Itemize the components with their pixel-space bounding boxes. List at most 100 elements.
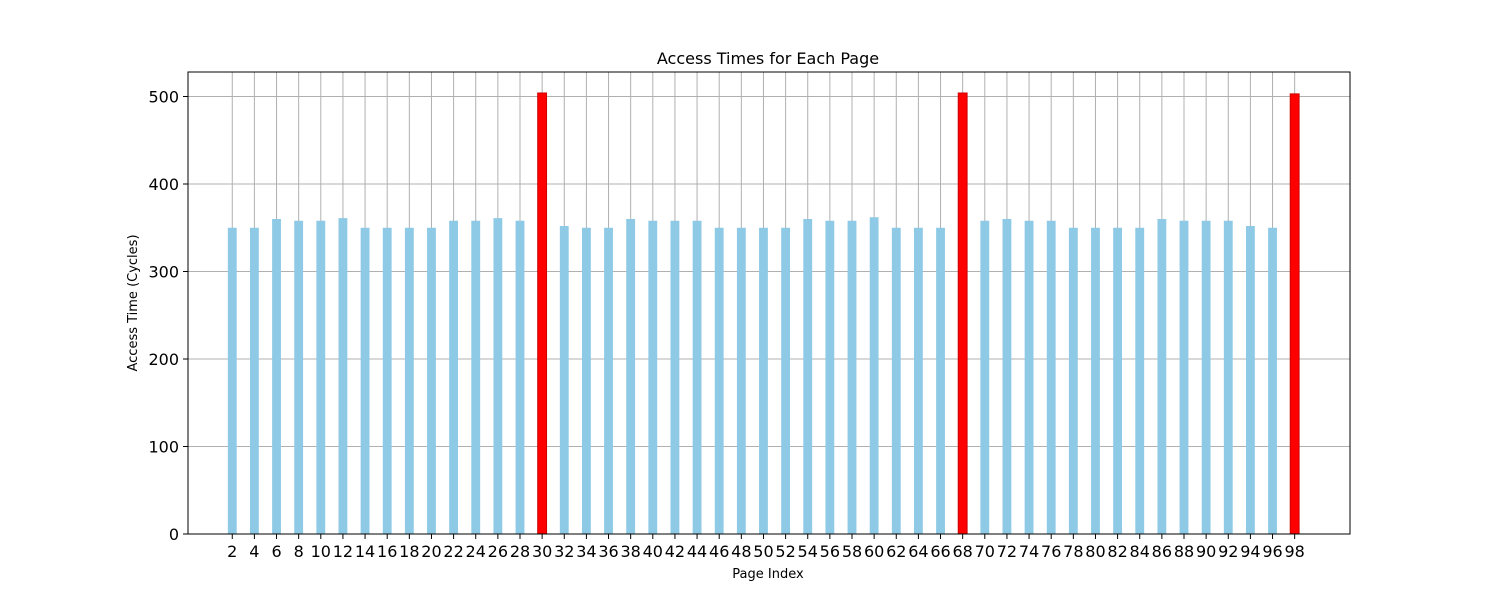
bar	[316, 220, 326, 534]
bar	[338, 218, 348, 534]
x-tick-label: 74	[1019, 542, 1039, 561]
bar-highlighted	[537, 92, 548, 535]
x-tick-label: 26	[488, 542, 508, 561]
x-tick-label: 38	[620, 542, 640, 561]
x-tick-label: 64	[908, 542, 928, 561]
plot-frame	[187, 71, 1351, 535]
bar	[249, 227, 259, 534]
x-tick-label: 2	[227, 542, 237, 561]
x-tick-label: 68	[952, 542, 972, 561]
x-tick-label: 28	[510, 542, 530, 561]
bar	[404, 227, 414, 534]
x-tick-label: 88	[1174, 542, 1194, 561]
y-axis-ticks: 0 100 200 300 400 500	[148, 88, 188, 544]
bar	[714, 227, 724, 534]
bar	[980, 220, 990, 534]
bar	[1113, 227, 1123, 534]
x-tick-label: 30	[532, 542, 552, 561]
bar	[1135, 227, 1145, 534]
x-tick-label: 80	[1085, 542, 1105, 561]
bar	[913, 227, 923, 534]
x-tick-label: 92	[1218, 542, 1238, 561]
bar	[1091, 227, 1100, 534]
x-tick-label: 66	[930, 542, 950, 561]
x-tick-label: 36	[598, 542, 618, 561]
x-tick-label: 10	[311, 542, 331, 561]
x-tick-label: 32	[554, 542, 574, 561]
x-tick-label: 44	[687, 542, 707, 561]
bar	[427, 227, 436, 534]
bar	[1245, 226, 1255, 534]
y-tick-label: 300	[148, 263, 179, 282]
x-tick-label: 70	[975, 542, 995, 561]
bar	[626, 219, 636, 534]
bar	[471, 220, 481, 534]
x-tick-label: 98	[1284, 542, 1304, 561]
bar	[1024, 220, 1034, 534]
bar	[759, 227, 768, 534]
x-tick-label: 82	[1107, 542, 1127, 561]
bar	[781, 227, 791, 534]
bar	[1157, 219, 1167, 534]
bar	[1179, 220, 1189, 534]
bar	[891, 227, 901, 534]
bar	[1268, 227, 1277, 534]
bar	[825, 220, 835, 534]
bar	[736, 227, 746, 534]
x-tick-label: 54	[798, 542, 818, 561]
x-tick-label: 4	[249, 542, 259, 561]
x-tick-label: 20	[421, 542, 441, 561]
y-tick-label: 0	[169, 525, 179, 544]
x-tick-label: 14	[355, 542, 375, 561]
bar	[227, 227, 237, 534]
y-tick-label: 100	[148, 438, 179, 457]
x-tick-label: 78	[1063, 542, 1083, 561]
x-tick-label: 96	[1262, 542, 1282, 561]
x-tick-label: 58	[842, 542, 862, 561]
x-tick-label: 62	[886, 542, 906, 561]
x-tick-label: 60	[864, 542, 884, 561]
bar-highlighted	[957, 92, 968, 535]
bar	[604, 227, 613, 534]
x-tick-label: 50	[753, 542, 773, 561]
y-tick-label: 200	[148, 350, 179, 369]
x-tick-label: 94	[1240, 542, 1260, 561]
x-tick-label: 6	[271, 542, 281, 561]
bar	[294, 220, 304, 534]
bar	[1002, 219, 1012, 534]
x-tick-label: 76	[1041, 542, 1061, 561]
y-axis-label: Access Time (Cycles)	[126, 234, 141, 371]
x-tick-label: 42	[665, 542, 685, 561]
y-tick-label: 500	[148, 88, 179, 107]
x-tick-label: 48	[731, 542, 751, 561]
bar	[1201, 220, 1211, 534]
x-tick-label: 46	[709, 542, 729, 561]
bar-highlighted	[1289, 93, 1300, 535]
x-axis-ticks: 2 4 6 8 10 12 14 16 18 20 22 24 26 28 30 32 34 36 38 40 42 44…	[227, 534, 1305, 561]
bar	[515, 220, 525, 534]
x-tick-label: 22	[443, 542, 463, 561]
x-tick-label: 18	[399, 542, 419, 561]
bar	[360, 227, 370, 534]
bar	[1223, 220, 1233, 534]
bar	[869, 217, 879, 534]
x-tick-label: 86	[1152, 542, 1172, 561]
x-tick-label: 34	[576, 542, 596, 561]
x-tick-label: 56	[820, 542, 840, 561]
x-tick-label: 12	[333, 542, 353, 561]
x-tick-label: 90	[1196, 542, 1216, 561]
x-axis-label: Page Index	[732, 567, 804, 582]
x-tick-label: 40	[643, 542, 663, 561]
bar	[581, 227, 591, 534]
bar	[847, 220, 857, 534]
bar	[449, 220, 459, 534]
x-tick-label: 72	[997, 542, 1017, 561]
bar	[559, 226, 569, 534]
bar	[936, 227, 945, 534]
bar	[382, 227, 392, 534]
bar	[692, 220, 702, 534]
x-tick-label: 16	[377, 542, 397, 561]
bar	[1068, 227, 1078, 534]
bar	[272, 219, 281, 534]
